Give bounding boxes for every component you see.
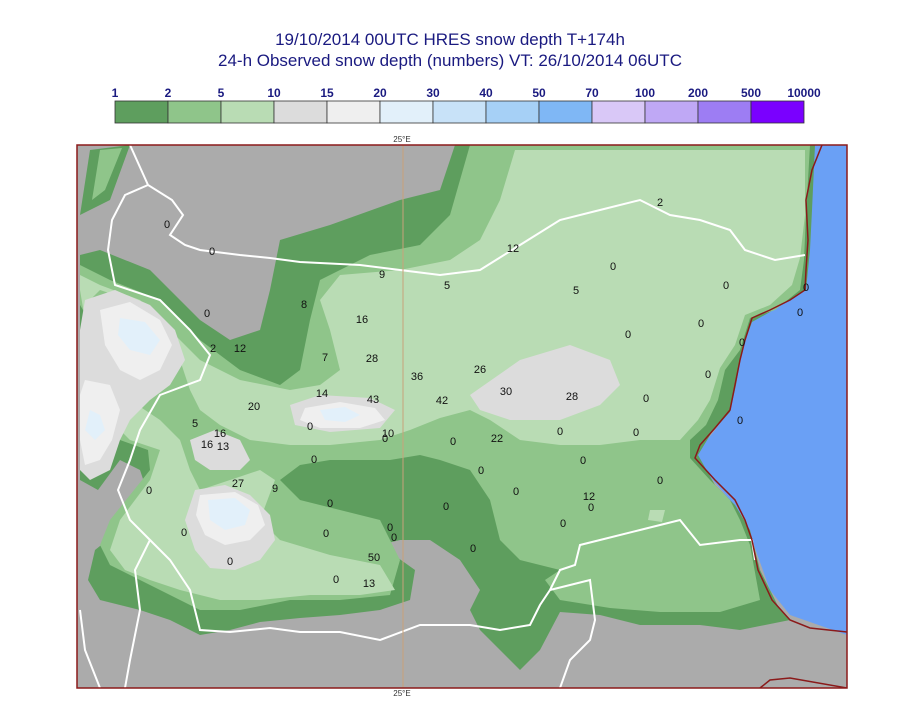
- legend-label: 50: [532, 86, 546, 100]
- legend-label: 1: [112, 86, 119, 100]
- observation-value: 5: [444, 280, 450, 292]
- observation-value: 0: [625, 329, 631, 341]
- observation-value: 0: [333, 574, 339, 586]
- color-legend: 1 2 5 10 15 20 30 40 50 70 100 200 500 10000: [112, 86, 821, 124]
- observation-value: 0: [698, 318, 704, 330]
- observation-value: 0: [311, 454, 317, 466]
- observation-value: 0: [209, 246, 215, 258]
- observation-value: 16: [214, 428, 226, 440]
- legend-label: 15: [320, 86, 334, 100]
- map-title-line-1: 19/10/2014 00UTC HRES snow depth T+174h: [275, 30, 625, 49]
- observation-value: 13: [217, 441, 229, 453]
- observation-value: 9: [272, 483, 278, 495]
- observation-value: 12: [234, 343, 246, 355]
- observation-value: 0: [327, 498, 333, 510]
- legend-label: 10: [267, 86, 281, 100]
- observation-value: 0: [739, 337, 745, 349]
- black-sea: [695, 145, 847, 635]
- map-frame: [76, 144, 848, 689]
- observation-value: 0: [797, 307, 803, 319]
- observation-value: 0: [450, 436, 456, 448]
- observation-value: 2: [210, 343, 216, 355]
- observation-value: 0: [560, 518, 566, 530]
- observation-value: 0: [391, 532, 397, 544]
- observation-value: 27: [232, 478, 244, 490]
- observation-value: 14: [316, 388, 328, 400]
- observation-value: 0: [643, 393, 649, 405]
- legend-label: 500: [741, 86, 761, 100]
- legend-label: 2: [165, 86, 172, 100]
- legend-label: 200: [688, 86, 708, 100]
- observation-value: 28: [366, 353, 378, 365]
- observation-value: 0: [470, 543, 476, 555]
- observation-value: 0: [323, 528, 329, 540]
- observation-value: 30: [500, 386, 512, 398]
- observation-value: 0: [478, 465, 484, 477]
- observation-value: 0: [705, 369, 711, 381]
- legend-label: 5: [218, 86, 225, 100]
- observation-value: 22: [491, 433, 503, 445]
- observation-value: 0: [610, 261, 616, 273]
- observation-value: 0: [737, 415, 743, 427]
- snow-band-15-20: [80, 302, 385, 545]
- observation-value: 10: [382, 428, 394, 440]
- legend-label: 10000: [787, 86, 821, 100]
- observation-value: 26: [474, 364, 486, 376]
- legend-label: 70: [585, 86, 599, 100]
- observation-value: 8: [301, 299, 307, 311]
- observation-value: 16: [201, 439, 213, 451]
- observation-value: 43: [367, 394, 379, 406]
- observation-value: 0: [633, 427, 639, 439]
- observation-value: 12: [507, 243, 519, 255]
- observation-value: 0: [657, 475, 663, 487]
- observation-value: 9: [379, 269, 385, 281]
- coast-border-line: [694, 145, 847, 688]
- legend-swatch: [750, 100, 805, 124]
- observation-value: 16: [356, 314, 368, 326]
- observation-value: 0: [382, 433, 388, 445]
- observation-value: 0: [146, 485, 152, 497]
- observation-value: 5: [573, 285, 579, 297]
- observation-value: 0: [580, 455, 586, 467]
- legend-label: 20: [373, 86, 387, 100]
- snow-band-5-10: [80, 150, 805, 600]
- observation-value: 0: [164, 219, 170, 231]
- observation-value: 0: [588, 502, 594, 514]
- observation-value: 0: [803, 282, 809, 294]
- observation-value: 5: [192, 418, 198, 430]
- observation-value: 0: [307, 421, 313, 433]
- observation-value: 0: [443, 501, 449, 513]
- observation-value: 7: [322, 352, 328, 364]
- observation-value: 36: [411, 371, 423, 383]
- observation-value: 0: [204, 308, 210, 320]
- observation-value: 0: [181, 527, 187, 539]
- observation-value: 0: [387, 522, 393, 534]
- observation-value: 13: [363, 578, 375, 590]
- observation-value: 0: [723, 280, 729, 292]
- observation-value: 12: [583, 491, 595, 503]
- meridian-label-top: 25°E: [393, 135, 410, 144]
- legend-label: 30: [426, 86, 440, 100]
- legend-label: 40: [479, 86, 493, 100]
- observation-value: 0: [227, 556, 233, 568]
- observation-value: 0: [513, 486, 519, 498]
- legend-label: 100: [635, 86, 655, 100]
- meridian-label-bottom: 25°E: [393, 689, 410, 698]
- map-title-line-2: 24-h Observed snow depth (numbers) VT: 2…: [218, 51, 682, 70]
- observation-value: 28: [566, 391, 578, 403]
- observation-value: 20: [248, 401, 260, 413]
- country-boundaries: [79, 145, 806, 688]
- observation-value: 50: [368, 552, 380, 564]
- observation-value: 2: [657, 197, 663, 209]
- observation-value: 0: [557, 426, 563, 438]
- observation-value: 42: [436, 395, 448, 407]
